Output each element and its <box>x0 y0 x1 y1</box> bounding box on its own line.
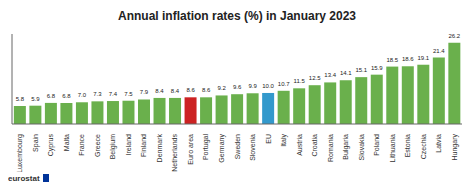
svg-text:Slovenia: Slovenia <box>249 134 256 161</box>
svg-text:9.6: 9.6 <box>233 84 242 90</box>
svg-text:12.5: 12.5 <box>309 75 321 81</box>
svg-text:Netherlands: Netherlands <box>171 134 178 172</box>
svg-text:14.1: 14.1 <box>340 70 352 76</box>
svg-text:9.9: 9.9 <box>248 83 257 89</box>
svg-text:Cyprus: Cyprus <box>47 134 55 157</box>
svg-text:Luxembourg: Luxembourg <box>16 134 24 172</box>
svg-text:8.4: 8.4 <box>155 88 164 94</box>
html-text:eurostat: eurostat <box>8 173 40 183</box>
svg-text:Euro area: Euro area <box>187 134 194 165</box>
svg-text:9.2: 9.2 <box>217 85 226 91</box>
svg-text:8.6: 8.6 <box>202 87 211 93</box>
svg-text:8.6: 8.6 <box>186 87 195 93</box>
html-text:Annual inflation rates (%) in: Annual inflation rates (%) in January 20… <box>118 9 356 23</box>
svg-text:18.5: 18.5 <box>386 57 398 63</box>
svg-text:7.9: 7.9 <box>140 89 149 95</box>
svg-text:15.9: 15.9 <box>371 65 383 71</box>
svg-text:7.5: 7.5 <box>124 91 133 97</box>
svg-text:Belgium: Belgium <box>109 134 117 159</box>
svg-text:Croatia: Croatia <box>311 134 318 157</box>
svg-text:Finland: Finland <box>140 134 147 157</box>
svg-text:6.8: 6.8 <box>47 93 56 99</box>
svg-text:7.3: 7.3 <box>93 91 102 97</box>
svg-text:21.4: 21.4 <box>433 48 445 54</box>
svg-text:Lithuania: Lithuania <box>389 134 396 163</box>
svg-text:Ireland: Ireland <box>125 134 132 156</box>
svg-text:6.8: 6.8 <box>62 93 71 99</box>
svg-text:Portugal: Portugal <box>202 134 210 161</box>
svg-text:5.9: 5.9 <box>31 96 40 102</box>
svg-text:Austria: Austria <box>296 134 303 156</box>
svg-text:11.5: 11.5 <box>294 78 306 84</box>
svg-text:7.4: 7.4 <box>109 91 118 97</box>
svg-text:Hungary: Hungary <box>451 134 459 161</box>
svg-text:Czechia: Czechia <box>420 134 427 159</box>
svg-text:18.6: 18.6 <box>402 56 414 62</box>
svg-text:Estonia: Estonia <box>404 134 411 157</box>
svg-text:Spain: Spain <box>32 134 40 152</box>
svg-text:26.2: 26.2 <box>449 33 461 39</box>
svg-text:15.1: 15.1 <box>355 67 367 73</box>
svg-text:France: France <box>78 134 85 156</box>
svg-text:8.4: 8.4 <box>171 88 180 94</box>
svg-text:Sweden: Sweden <box>234 134 241 159</box>
svg-text:EU: EU <box>265 134 272 144</box>
svg-text:Denmark: Denmark <box>156 134 163 163</box>
svg-text:19.1: 19.1 <box>417 55 429 61</box>
svg-text:Germany: Germany <box>218 134 226 163</box>
svg-text:10.7: 10.7 <box>278 81 290 87</box>
svg-text:7.0: 7.0 <box>78 92 87 98</box>
svg-text:13.4: 13.4 <box>324 72 336 78</box>
svg-text:5.8: 5.8 <box>16 96 25 102</box>
svg-text:Malta: Malta <box>63 134 70 151</box>
svg-text:Italy: Italy <box>280 134 288 147</box>
svg-text:Latvia: Latvia <box>435 134 442 153</box>
svg-text:Greece: Greece <box>94 134 101 157</box>
svg-text:Bulgaria: Bulgaria <box>342 134 350 160</box>
svg-text:Poland: Poland <box>373 134 380 156</box>
svg-text:Slovakia: Slovakia <box>358 134 365 161</box>
svg-text:10.0: 10.0 <box>262 83 274 89</box>
svg-text:Romania: Romania <box>327 134 334 162</box>
